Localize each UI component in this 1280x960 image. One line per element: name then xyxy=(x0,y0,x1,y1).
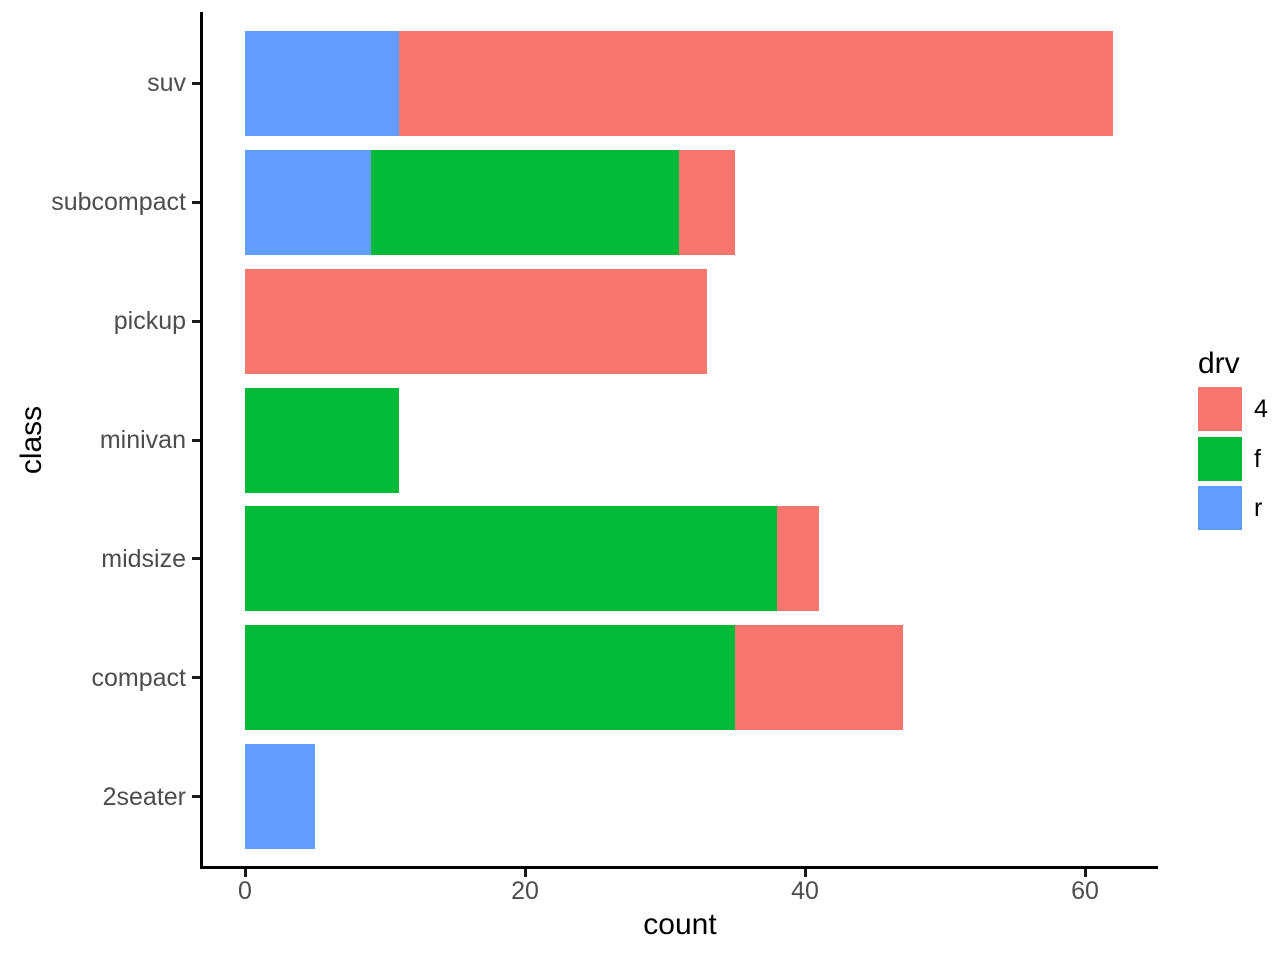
legend-key-label-4: 4 xyxy=(1254,395,1268,423)
y-axis-tick-suv xyxy=(192,81,200,85)
bar-segment-2seater-drv-r xyxy=(245,744,315,850)
bar-segment-subcompact-drv-f xyxy=(371,149,679,255)
y-axis-tick-compact xyxy=(192,676,200,680)
legend-key-swatch-4 xyxy=(1198,387,1242,431)
x-axis-tick-0 xyxy=(243,869,247,877)
y-axis-tick-label-2seater: 2seater xyxy=(102,782,186,811)
bar-segment-subcompact-drv-r xyxy=(245,149,371,255)
legend-key-swatch-r xyxy=(1198,486,1242,530)
legend-key-label-r: r xyxy=(1254,494,1263,522)
bar-segment-suv-drv-r xyxy=(245,30,399,136)
bar-segment-pickup-drv-4 xyxy=(245,268,707,374)
y-axis-tick-2seater xyxy=(192,795,200,799)
y-axis-tick-label-compact: compact xyxy=(91,663,186,692)
bar-segment-midsize-drv-f xyxy=(245,506,777,612)
bar-segment-suv-drv-4 xyxy=(399,30,1113,136)
y-axis-tick-label-suv: suv xyxy=(147,69,186,98)
legend-key-swatch-f xyxy=(1198,436,1242,481)
bar-segment-minivan-drv-f xyxy=(245,387,399,493)
legend-title: drv xyxy=(1198,347,1240,380)
x-axis-line xyxy=(200,866,1158,869)
bar-segment-compact-drv-f xyxy=(245,625,735,731)
y-axis-line xyxy=(200,12,203,869)
legend-key-label-f: f xyxy=(1254,444,1261,473)
x-axis-tick-20 xyxy=(523,869,527,877)
y-axis-tick-label-pickup: pickup xyxy=(113,307,186,336)
y-axis-tick-pickup xyxy=(192,319,200,323)
x-axis-tick-label-0: 0 xyxy=(238,877,252,905)
bar-segment-subcompact-drv-4 xyxy=(679,149,735,255)
x-axis-tick-label-20: 20 xyxy=(511,877,539,905)
x-axis-title: count xyxy=(643,908,717,941)
y-axis-title: class xyxy=(15,405,48,475)
y-axis-tick-label-midsize: midsize xyxy=(101,544,186,573)
x-axis-tick-60 xyxy=(1083,869,1087,877)
y-axis-tick-minivan xyxy=(192,438,200,442)
y-axis-tick-label-minivan: minivan xyxy=(99,426,186,454)
x-axis-tick-label-60: 60 xyxy=(1071,877,1099,905)
x-axis-tick-40 xyxy=(803,869,807,877)
y-axis-tick-subcompact xyxy=(192,200,200,204)
y-axis-tick-midsize xyxy=(192,557,200,561)
x-axis-tick-label-40: 40 xyxy=(791,877,819,905)
bar-segment-midsize-drv-4 xyxy=(777,506,819,612)
bar-segment-compact-drv-4 xyxy=(735,625,903,731)
y-axis-tick-label-subcompact: subcompact xyxy=(51,188,186,217)
